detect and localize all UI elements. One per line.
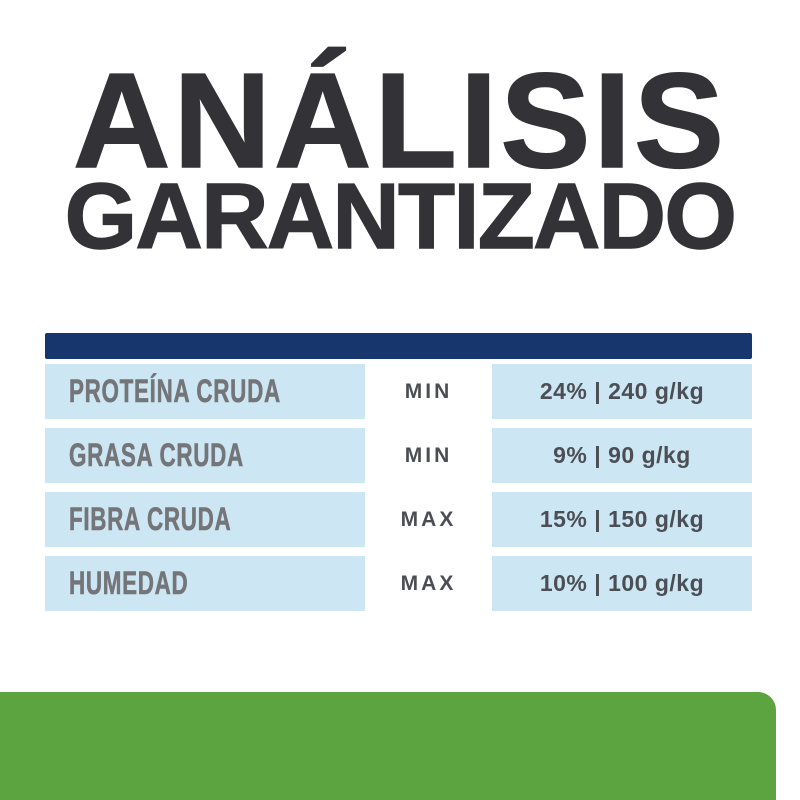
green-footer-bar: [0, 692, 776, 800]
table-header-bar: [45, 333, 752, 359]
nutrient-name: PROTEÍNA CRUDA: [69, 373, 281, 410]
page-title-line-2: GARANTIZADO: [64, 164, 738, 268]
table-row: FIBRA CRUDA MAX 15% | 150 g/kg: [0, 492, 800, 547]
nutrient-value: 15% | 150 g/kg: [492, 492, 752, 547]
nutrient-name-cell: FIBRA CRUDA: [45, 492, 365, 547]
nutrient-name-cell: HUMEDAD: [45, 556, 365, 611]
nutrient-value: 24% | 240 g/kg: [492, 364, 752, 419]
nutrient-name-cell: GRASA CRUDA: [45, 428, 365, 483]
table-row: PROTEÍNA CRUDA MIN 24% | 240 g/kg: [0, 364, 800, 419]
nutrient-name: HUMEDAD: [69, 565, 189, 602]
page-title-line-1: ANÁLISIS: [72, 45, 728, 196]
limit-label: MAX: [400, 571, 457, 595]
limit-label: MIN: [404, 379, 453, 403]
nutrient-value: 10% | 100 g/kg: [492, 556, 752, 611]
nutrient-name-cell: PROTEÍNA CRUDA: [45, 364, 365, 419]
table-row: GRASA CRUDA MIN 9% | 90 g/kg: [0, 428, 800, 483]
nutrient-name: GRASA CRUDA: [69, 437, 244, 474]
table-row: HUMEDAD MAX 10% | 100 g/kg: [0, 556, 800, 611]
nutrient-name: FIBRA CRUDA: [69, 501, 232, 538]
nutrient-value: 9% | 90 g/kg: [492, 428, 752, 483]
limit-label: MAX: [400, 507, 457, 531]
limit-label: MIN: [404, 443, 453, 467]
